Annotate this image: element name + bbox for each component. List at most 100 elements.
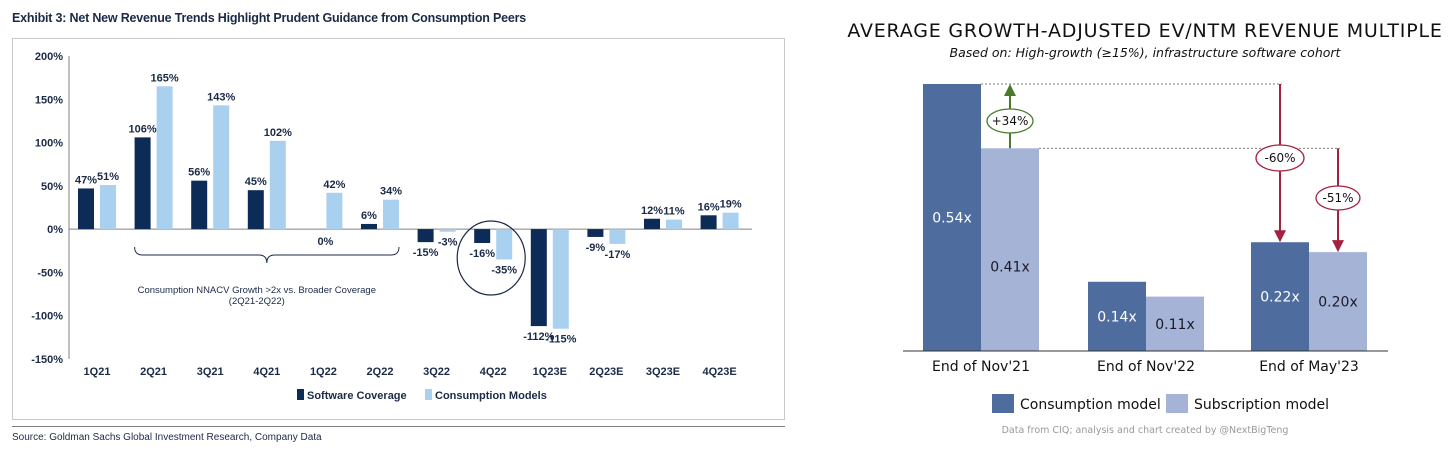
consumption-models-bar [496, 229, 513, 260]
x-tick-label: 4Q22 [480, 366, 507, 378]
annotation-bubble [1255, 144, 1305, 172]
x-tick-label: 3Q23E [646, 366, 680, 378]
y-tick-label: -150% [31, 354, 63, 366]
x-category-label: End of Nov'22 [1097, 359, 1195, 375]
software-coverage-bar [474, 229, 491, 243]
software-coverage-bar [78, 188, 94, 230]
bar-data-label: -3% [438, 237, 458, 249]
y-tick-label: -100% [31, 311, 63, 323]
subscription-model-bar [1309, 252, 1367, 351]
brace-annotation-line1: Consumption NNACV Growth >2x vs. Broader… [138, 285, 376, 296]
software-coverage-bar [530, 229, 547, 327]
x-category-label: End of Nov'21 [932, 359, 1030, 375]
source-rule [12, 426, 785, 427]
software-coverage-bar [361, 223, 377, 230]
x-tick-label: 2Q21 [140, 366, 167, 378]
bar-data-label: 12% [641, 205, 663, 217]
right-chart-panel: AVERAGE GROWTH-ADJUSTED EV/NTM REVENUE M… [847, 0, 1456, 456]
bar-value-label: 0.54x [932, 211, 971, 227]
consumption-models-bar [552, 229, 569, 329]
left-chart-panel: Exhibit 3: Net New Revenue Trends Highli… [12, 11, 785, 443]
bar-data-label: 16% [698, 201, 720, 213]
bar-value-label: 0.20x [1318, 295, 1357, 311]
bar-data-label: 106% [129, 123, 157, 135]
x-tick-label: 2Q23E [589, 366, 623, 378]
chart-subtitle: Based on: High-growth (≥15%), infrastruc… [950, 45, 1342, 60]
consumption-model-bar [923, 84, 981, 351]
bar-data-label: -16% [469, 248, 495, 260]
x-tick-label: 1Q22 [310, 366, 337, 378]
annotation-label: -51% [1322, 191, 1353, 205]
y-tick-label: 0% [47, 224, 63, 236]
y-tick-label: -50% [37, 267, 63, 279]
software-coverage-bar [134, 137, 151, 230]
legend-label: Consumption model [1020, 397, 1161, 413]
x-category-label: End of May'23 [1259, 359, 1359, 375]
chart-title: AVERAGE GROWTH-ADJUSTED EV/NTM REVENUE M… [847, 20, 1442, 42]
consumption-models-bar [666, 219, 682, 230]
x-tick-label: 2Q22 [367, 366, 394, 378]
highlight-circle [456, 220, 526, 296]
down-arrow-head [1274, 230, 1286, 243]
software-coverage-bar [587, 229, 604, 237]
consumption-model-bar [1251, 242, 1309, 351]
consumption-models-bar [156, 86, 173, 230]
annotation-label: +34% [992, 114, 1029, 128]
legend-label: Subscription model [1194, 397, 1329, 413]
bar-value-label: 0.22x [1260, 290, 1299, 306]
annotation-label: -60% [1264, 151, 1295, 165]
bar-data-label: 143% [207, 91, 235, 103]
subscription-model-bar [1146, 296, 1204, 351]
bar-data-label: -112% [523, 331, 554, 343]
bar-data-label: -15% [413, 247, 439, 259]
bar-data-label: 51% [97, 171, 119, 183]
right-bar-chart: AVERAGE GROWTH-ADJUSTED EV/NTM REVENUE M… [847, 20, 1441, 436]
software-coverage-bar [644, 218, 660, 230]
consumption-models-bar [383, 199, 399, 230]
source-note: Source: Goldman Sachs Global Investment … [12, 432, 322, 443]
up-arrow-head [1004, 84, 1016, 96]
bar-data-label: 19% [720, 199, 742, 211]
software-coverage-bar [191, 180, 208, 230]
consumption-models-bar [213, 105, 230, 230]
bar-data-label: 45% [245, 176, 267, 188]
bar-data-label: 47% [75, 174, 97, 186]
y-tick-label: 100% [35, 138, 63, 150]
legend-swatch-subscription [1166, 394, 1188, 413]
credit-note: Data from CIQ; analysis and chart create… [1002, 425, 1289, 436]
down-arrow-head [1332, 240, 1344, 253]
y-tick-label: 200% [35, 51, 63, 63]
bar-value-label: 0.14x [1097, 309, 1136, 325]
bar-data-label: 34% [380, 186, 402, 198]
bar-value-label: 0.11x [1155, 317, 1194, 333]
bar-value-label: 0.41x [990, 260, 1029, 276]
consumption-models-bar [269, 140, 286, 230]
x-tick-label: 4Q23E [702, 366, 736, 378]
bar-data-label: 165% [151, 72, 179, 84]
bar-data-label: 102% [264, 127, 292, 139]
bar-data-label: 56% [188, 167, 210, 179]
y-tick-label: 50% [41, 181, 63, 193]
consumption-models-bar [439, 229, 456, 232]
x-tick-label: 3Q22 [423, 366, 450, 378]
x-tick-label: 3Q21 [197, 366, 224, 378]
consumption-models-bar [609, 229, 626, 244]
bar-data-label: 0% [317, 236, 333, 248]
annotation-bubble [1315, 185, 1361, 211]
legend-swatch-consumption [425, 389, 432, 400]
subscription-model-bar [981, 148, 1039, 351]
bar-data-label: -17% [605, 249, 631, 261]
software-coverage-bar [247, 190, 264, 230]
chart-frame [12, 38, 785, 420]
x-tick-label: 1Q23E [533, 366, 567, 378]
brace-annotation-line2: (2Q21-2Q22) [229, 296, 285, 307]
bar-data-label: 6% [361, 210, 377, 222]
software-coverage-bar [700, 215, 717, 230]
x-tick-label: 1Q21 [84, 366, 111, 378]
left-bar-chart: 200% 150% 100% 50% 0% -50% -100% -150% 47% 51% 1Q2… [31, 51, 752, 402]
curly-brace [134, 246, 400, 264]
bar-data-label: -9% [586, 242, 606, 254]
legend-label: Consumption Models [435, 390, 547, 402]
legend-swatch-consumption [992, 394, 1014, 413]
x-tick-label: 4Q21 [253, 366, 280, 378]
